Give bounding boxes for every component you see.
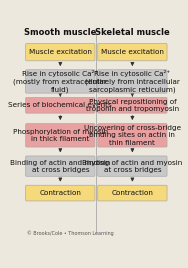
FancyBboxPatch shape (26, 70, 95, 93)
Text: Smooth muscle: Smooth muscle (24, 28, 96, 37)
Text: Contraction: Contraction (111, 190, 153, 196)
Text: Uncovering of cross-bridge
binding sites on actin in
thin filament: Uncovering of cross-bridge binding sites… (84, 125, 181, 146)
FancyBboxPatch shape (26, 185, 95, 201)
FancyBboxPatch shape (26, 44, 95, 61)
Text: Series of biochemical events: Series of biochemical events (8, 102, 112, 108)
Text: Binding of actin and myosin
at cross bridges: Binding of actin and myosin at cross bri… (10, 159, 110, 173)
FancyBboxPatch shape (98, 70, 167, 93)
Text: Skeletal muscle: Skeletal muscle (95, 28, 170, 37)
Text: © Brooks/Cole • Thomson Learning: © Brooks/Cole • Thomson Learning (27, 230, 113, 236)
Text: Muscle excitation: Muscle excitation (29, 49, 92, 55)
Text: Rise in cytosolic Ca²⁺
(entirely from intracellular
sarcoplasmic reticulum): Rise in cytosolic Ca²⁺ (entirely from in… (85, 70, 180, 93)
FancyBboxPatch shape (98, 156, 167, 176)
Text: Contraction: Contraction (39, 190, 81, 196)
Text: Muscle excitation: Muscle excitation (101, 49, 164, 55)
FancyBboxPatch shape (26, 156, 95, 176)
Text: Binding of actin and myosin
at cross bridges: Binding of actin and myosin at cross bri… (82, 159, 183, 173)
FancyBboxPatch shape (98, 185, 167, 201)
FancyBboxPatch shape (98, 124, 167, 147)
Text: Physical repositioning of
troponin and tropomyosin: Physical repositioning of troponin and t… (86, 99, 179, 112)
FancyBboxPatch shape (26, 124, 95, 147)
Text: Rise in cytosolic Ca²⁺
(mostly from extracellular
fluid): Rise in cytosolic Ca²⁺ (mostly from extr… (13, 70, 107, 93)
FancyBboxPatch shape (98, 44, 167, 61)
FancyBboxPatch shape (98, 98, 167, 113)
FancyBboxPatch shape (26, 98, 95, 113)
Text: Phosphorylation of myosin
in thick filament: Phosphorylation of myosin in thick filam… (13, 129, 108, 142)
